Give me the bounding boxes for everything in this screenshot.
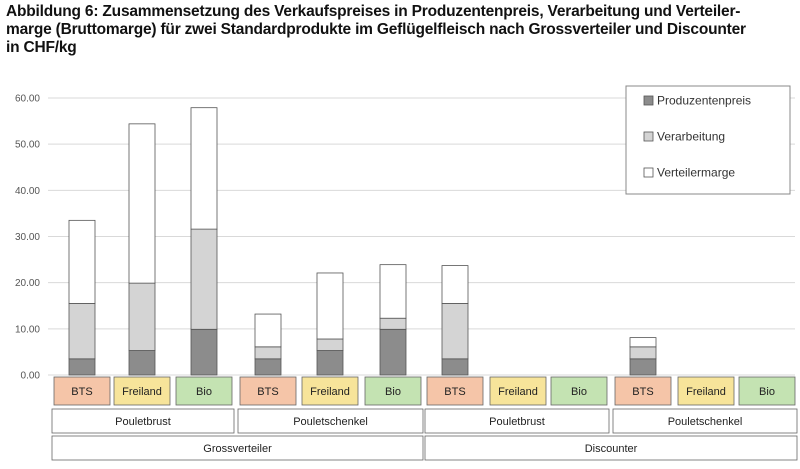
bar-segment-verarbeitung bbox=[254, 346, 282, 360]
category-box bbox=[239, 376, 297, 406]
bar-segment-produzentenpreis bbox=[254, 358, 282, 376]
bar-segment-verarbeitung bbox=[316, 338, 344, 351]
bar-segment-produzentenpreis bbox=[629, 358, 657, 376]
bar-segment-produzentenpreis bbox=[190, 328, 218, 376]
bar-segment-produzentenpreis bbox=[316, 350, 344, 376]
category-box bbox=[738, 376, 796, 406]
category-label: Bio bbox=[759, 386, 775, 398]
category-label: BTS bbox=[632, 386, 653, 398]
bar-segment-verteilermarge bbox=[379, 264, 407, 319]
category-box bbox=[677, 376, 735, 406]
channel-label: Discounter bbox=[585, 443, 638, 455]
category-box bbox=[614, 376, 672, 406]
y-tick-label: 50.00 bbox=[15, 140, 40, 151]
bar-segment-verarbeitung bbox=[629, 346, 657, 360]
product-box bbox=[424, 408, 610, 434]
category-box bbox=[113, 376, 171, 406]
category-box bbox=[301, 376, 359, 406]
category-label: BTS bbox=[444, 386, 465, 398]
category-label: BTS bbox=[71, 386, 92, 398]
category-label: BTS bbox=[257, 386, 278, 398]
y-tick-label: 40.00 bbox=[15, 186, 40, 197]
category-box bbox=[364, 376, 422, 406]
product-box bbox=[612, 408, 798, 434]
category-label: Freiland bbox=[686, 386, 726, 398]
product-box bbox=[51, 408, 235, 434]
title-line: Abbildung 6: Zusammensetzung des Verkauf… bbox=[6, 3, 741, 20]
category-box bbox=[175, 376, 233, 406]
product-label: Pouletschenkel bbox=[668, 416, 743, 428]
channel-box bbox=[51, 435, 424, 461]
y-tick-label: 0.00 bbox=[21, 371, 41, 382]
bar-segment-verarbeitung bbox=[68, 303, 96, 360]
product-label: Pouletschenkel bbox=[293, 416, 368, 428]
channel-label: Grossverteiler bbox=[203, 443, 272, 455]
category-box bbox=[489, 376, 547, 406]
product-label: Pouletbrust bbox=[489, 416, 545, 428]
category-label: Freiland bbox=[122, 386, 162, 398]
legend-label: Verteilermarge bbox=[657, 166, 735, 180]
y-tick-label: 30.00 bbox=[15, 232, 40, 243]
product-box bbox=[237, 408, 424, 434]
bar-segment-verarbeitung bbox=[441, 303, 469, 360]
channel-box bbox=[424, 435, 798, 461]
bar-segment-verteilermarge bbox=[629, 337, 657, 348]
bar-segment-verarbeitung bbox=[379, 317, 407, 330]
legend-swatch bbox=[643, 95, 654, 106]
bar-segment-verteilermarge bbox=[190, 107, 218, 230]
category-label: Freiland bbox=[498, 386, 538, 398]
legend-label: Verarbeitung bbox=[657, 130, 725, 144]
bar-segment-produzentenpreis bbox=[379, 328, 407, 376]
category-box bbox=[426, 376, 484, 406]
category-label: Freiland bbox=[310, 386, 350, 398]
bar-segment-verarbeitung bbox=[190, 228, 218, 330]
bar-segment-verarbeitung bbox=[128, 282, 156, 351]
category-label: Bio bbox=[385, 386, 401, 398]
legend-label: Produzentenpreis bbox=[657, 94, 751, 108]
legend-swatch bbox=[643, 167, 654, 178]
bar-segment-produzentenpreis bbox=[128, 350, 156, 376]
category-box bbox=[550, 376, 608, 406]
category-label: Bio bbox=[196, 386, 212, 398]
bar-segment-verteilermarge bbox=[254, 313, 282, 348]
bar-segment-verteilermarge bbox=[316, 272, 344, 340]
y-tick-label: 10.00 bbox=[15, 324, 40, 335]
category-box bbox=[53, 376, 111, 406]
bar-segment-verteilermarge bbox=[441, 265, 469, 304]
y-tick-label: 20.00 bbox=[15, 278, 40, 289]
y-tick-label: 60.00 bbox=[15, 94, 40, 105]
category-label: Bio bbox=[571, 386, 587, 398]
title-line: in CHF/kg bbox=[6, 39, 77, 56]
bar-segment-produzentenpreis bbox=[68, 358, 96, 376]
bar-segment-verteilermarge bbox=[128, 123, 156, 284]
bar-segment-produzentenpreis bbox=[441, 358, 469, 376]
bar-segment-verteilermarge bbox=[68, 219, 96, 304]
legend-swatch bbox=[643, 131, 654, 142]
product-label: Pouletbrust bbox=[115, 416, 171, 428]
chart-title: Abbildung 6: Zusammensetzung des Verkauf… bbox=[6, 3, 796, 57]
title-line: marge (Bruttomarge) für zwei Standardpro… bbox=[6, 21, 746, 38]
